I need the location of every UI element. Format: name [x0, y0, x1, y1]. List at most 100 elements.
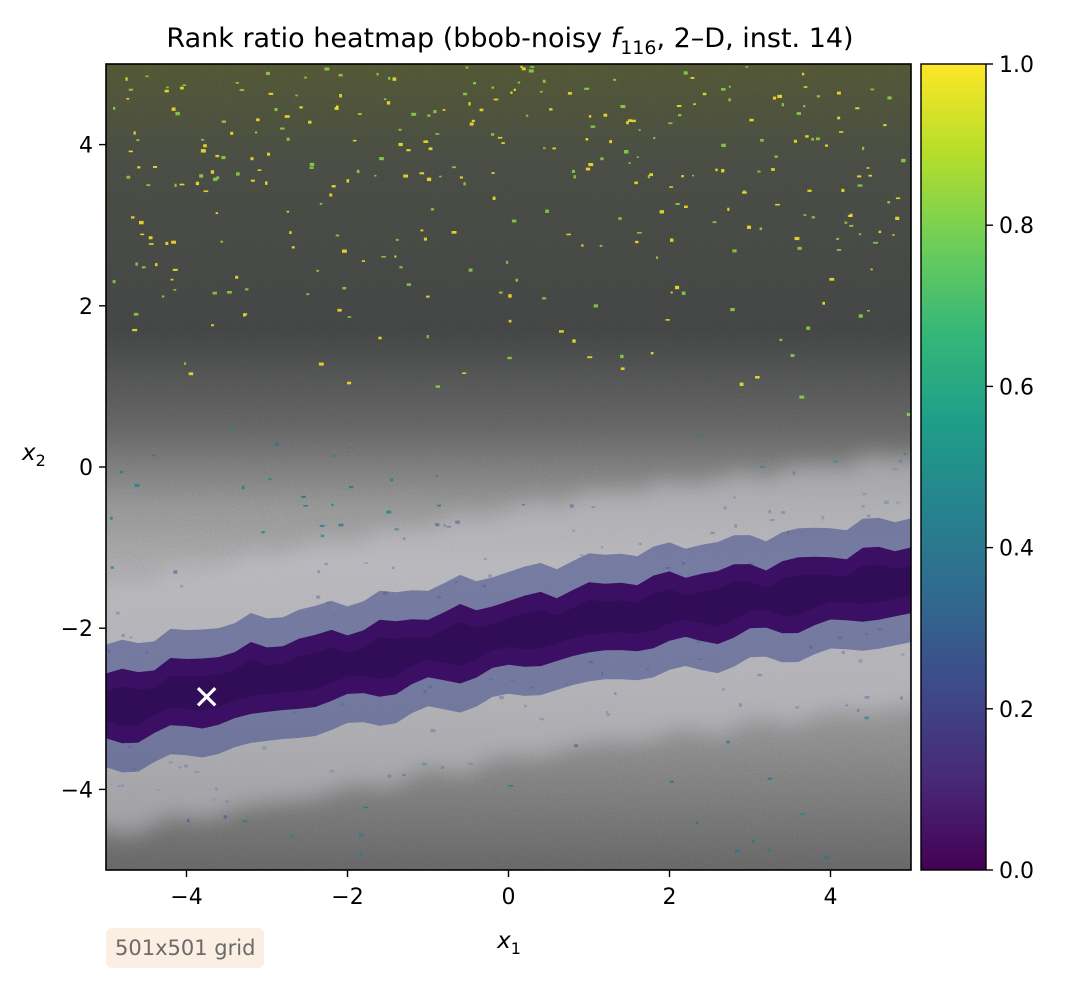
x-tick-label: 0 [502, 885, 516, 910]
heatmap-speckle [767, 777, 773, 780]
heatmap-speckle [423, 237, 428, 241]
heatmap-speckle [624, 150, 629, 154]
colorbar-tick-label: 1.0 [999, 53, 1034, 78]
x-tick-label: 2 [663, 885, 677, 910]
heatmap-speckle [676, 105, 682, 108]
heatmap-speckle [257, 169, 262, 171]
heatmap-speckle [588, 163, 594, 167]
heatmap-speckle [186, 818, 190, 823]
heatmap-speckle [250, 179, 255, 182]
heatmap-speckle [255, 131, 258, 134]
heatmap-speckle [268, 92, 274, 95]
colorbar-tick-label: 0.4 [999, 537, 1034, 562]
grid-size-note: 501x501 grid [106, 928, 265, 968]
heatmap-speckle [347, 316, 352, 318]
heatmap-speckle [352, 139, 357, 142]
heatmap-speckle [235, 275, 239, 279]
heatmap-speckle [250, 157, 254, 161]
heatmap-speckle [309, 162, 315, 167]
heatmap-speckle [119, 470, 124, 474]
colorbar-tick-label: 0.8 [999, 214, 1034, 239]
heatmap-speckle [892, 234, 895, 236]
heatmap-speckle [774, 155, 778, 158]
heatmap-speckle [542, 297, 547, 300]
heatmap-speckle [585, 167, 591, 171]
heatmap-speckle [426, 295, 430, 298]
heatmap-speckle [291, 246, 295, 249]
y-tick-label: 0 [79, 456, 93, 481]
heatmap-speckle [411, 112, 417, 116]
heatmap-speckle [349, 485, 354, 489]
heatmap-speckle [386, 101, 391, 105]
heatmap-speckle [195, 181, 200, 186]
heatmap-speckle [329, 193, 333, 197]
heatmap-speckle [811, 137, 814, 141]
heatmap-speckle [675, 285, 680, 290]
heatmap-speckle [755, 376, 760, 379]
x-tick-label: −4 [170, 885, 202, 910]
heatmap-speckle [166, 86, 169, 89]
heatmap-speckle [781, 103, 784, 107]
heatmap-speckle [437, 504, 441, 507]
heatmap-speckle [336, 105, 339, 108]
heatmap-speckle [134, 483, 140, 488]
heatmap-speckle [230, 131, 234, 135]
colorbar-frame [920, 63, 987, 871]
heatmap-speckle [847, 215, 852, 217]
heatmap-speckle [839, 131, 844, 133]
heatmap-speckle [463, 92, 468, 96]
heatmap-speckle [728, 85, 731, 88]
heatmap-speckle [125, 77, 128, 81]
heatmap-speckle [867, 310, 870, 312]
y-tick-label: −4 [61, 778, 93, 803]
heatmap-speckle [807, 189, 812, 192]
heatmap-speckle [772, 96, 777, 100]
heatmap-speckle [420, 229, 424, 232]
heatmap-speckle [870, 88, 875, 91]
heatmap-speckle [678, 114, 682, 117]
heatmap-speckle [146, 184, 151, 187]
heatmap-speckle [693, 103, 696, 106]
heatmap-speckle [816, 95, 820, 98]
heatmap-speckle [522, 503, 525, 506]
heatmap-speckle [151, 454, 156, 457]
heatmap-speckle [634, 181, 638, 185]
heatmap-speckle [508, 319, 512, 323]
heatmap-speckle [543, 147, 546, 150]
heatmap-speckle [133, 131, 136, 135]
heatmap-speckle [670, 238, 674, 242]
heatmap-speckle [588, 115, 592, 118]
heatmap-speckle [398, 142, 403, 147]
heatmap-speckle [403, 174, 409, 178]
heatmap-speckle [670, 291, 673, 294]
heatmap-speckle [895, 197, 901, 200]
heatmap-speckle [359, 833, 364, 837]
heatmap-speckle [406, 283, 411, 286]
heatmap-speckle [136, 139, 140, 142]
heatmap-speckle [675, 203, 680, 205]
heatmap-speckle [227, 291, 232, 294]
heatmap-speckle [468, 268, 473, 272]
heatmap-speckle [126, 98, 130, 100]
heatmap-speckle [668, 122, 673, 125]
heatmap-speckle [572, 339, 576, 343]
heatmap-speckle [230, 429, 233, 433]
heatmap-speckle [620, 354, 624, 359]
heatmap-speckle [220, 240, 224, 243]
heatmap-speckle [171, 240, 177, 244]
heatmap-speckle [280, 127, 285, 130]
heatmap-speckle [501, 142, 505, 144]
heatmap-speckle [203, 190, 209, 193]
heatmap-speckle [295, 94, 298, 97]
heatmap-speckle [581, 244, 584, 247]
heatmap-speckle [587, 356, 593, 359]
heatmap-speckle [132, 328, 138, 332]
heatmap-speckle [289, 231, 292, 234]
heatmap-speckle [559, 330, 564, 333]
heatmap-speckle [760, 139, 764, 142]
heatmap-speckle [584, 87, 590, 90]
heatmap-speckle [235, 82, 239, 84]
heatmap-speckle [585, 138, 589, 141]
heatmap-speckle [745, 66, 749, 68]
